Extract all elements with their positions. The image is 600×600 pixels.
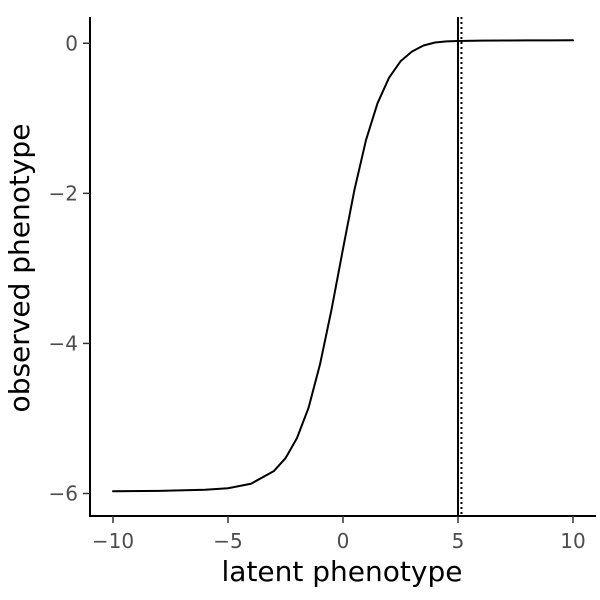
x-tick-label: −10 — [92, 529, 134, 553]
x-axis-title: latent phenotype — [222, 555, 463, 588]
y-axis-title: observed phenotype — [3, 124, 36, 413]
x-tick-label: 5 — [452, 529, 465, 553]
ticks: −10 −5 0 5 10 0 −2 −4 −6 — [49, 31, 586, 553]
y-tick-label: −2 — [49, 181, 78, 205]
x-tick-label: 0 — [337, 529, 350, 553]
y-tick-label: −6 — [49, 481, 78, 505]
x-tick-label: 10 — [560, 529, 585, 553]
plot-area — [112, 17, 574, 516]
x-tick-label: −5 — [213, 529, 242, 553]
series-line-0 — [112, 39, 574, 493]
y-tick-label: 0 — [65, 31, 78, 55]
y-tick-label: −4 — [49, 331, 78, 355]
axes — [89, 17, 596, 517]
